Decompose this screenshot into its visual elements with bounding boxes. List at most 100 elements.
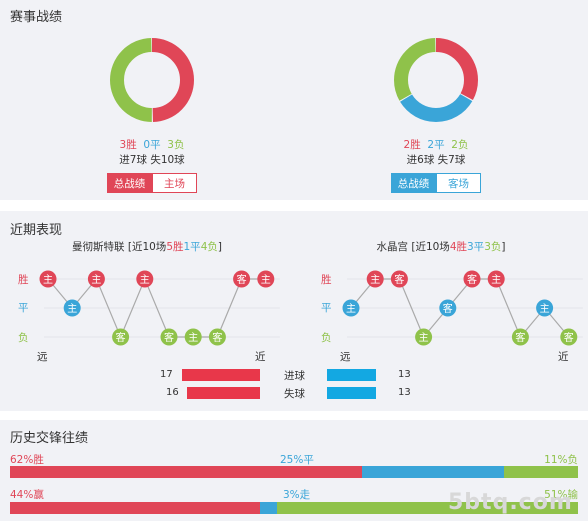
right-loss-count: 2负 [451,139,469,151]
left-goals-for-value: 17 [160,369,173,380]
right-ylabel-win: 胜 [321,274,332,286]
h2h-handicap-bar [10,502,578,514]
left-form-venue-label: 主 [261,274,271,286]
right-record-summary: 2胜 2平 2负 进6球 失7球 [346,138,526,168]
right-form-point [342,299,360,317]
recent-form-panel: 近期表现 曼彻斯特联 [近10场5胜1平4负] 水晶宫 [近10场4胜3平3负]… [0,211,588,411]
left-form-venue-label: 主 [91,274,101,286]
left-team-donut [110,38,194,122]
left-form-point [257,270,275,288]
right-form-point [536,299,554,317]
right-filter-tabs: 总战绩 客场 [391,173,481,193]
h2h-handicap-draw-segment [259,502,277,514]
left-team-form-header: 曼彻斯特联 [近10场5胜1平4负] [72,241,222,253]
left-form-point [184,328,202,346]
right-tab-overall[interactable]: 总战绩 [391,173,436,193]
right-form-venue-label: 主 [540,303,550,315]
left-tab-overall[interactable]: 总战绩 [107,173,152,193]
h2h-handicap-push-pct: 3%走 [283,489,311,501]
left-ylabel-win: 胜 [18,274,29,286]
left-ylabel-draw: 平 [18,302,29,314]
left-goals-against-bar [186,387,260,399]
match-record-panel: 赛事战绩 3胜 0平 3负 进7球 失10球 2胜 2平 2负 进6球 失7球 … [0,0,588,200]
left-goals-summary: 进7球 失10球 [119,154,185,166]
goals-against-label: 失球 [284,388,305,400]
left-donut-loss-segment [110,38,194,122]
watermark-logo: 5btq.com [448,490,573,515]
h2h-handicap-win-pct: 44%赢 [10,489,44,501]
h2h-result-bar [10,466,578,478]
right-ylabel-draw: 平 [321,302,332,314]
section-title-h2h: 历史交锋往绩 [10,431,89,446]
right-goals-for-value: 13 [398,369,411,380]
left-form-venue-label: 主 [43,274,53,286]
left-tab-home[interactable]: 主场 [152,173,197,193]
left-far-label: 远 [37,351,48,363]
left-form-venue-label: 客 [212,331,222,344]
right-form-venue-label: 客 [564,331,574,344]
h2h-result-loss-segment [504,466,578,478]
section-title-record: 赛事战绩 [10,10,63,25]
right-form-point [439,299,457,317]
h2h-win-pct: 62%胜 [10,454,44,466]
right-far-label: 远 [340,351,351,363]
right-donut-draw-segment [394,38,478,122]
right-team-form-header: 水晶宫 [近10场4胜3平3负] [376,241,506,253]
h2h-draw-pct: 25%平 [280,454,314,466]
right-tab-away[interactable]: 客场 [436,173,481,193]
left-form-point [233,270,251,288]
h2h-handicap-win-segment [10,502,260,514]
section-title-recent: 近期表现 [10,223,63,238]
right-win-count: 2胜 [403,139,421,151]
left-record-summary: 3胜 0平 3负 进7球 失10球 [62,138,242,168]
left-near-label: 近 [255,351,266,363]
left-form-venue-label: 客 [237,273,247,286]
left-form-point [63,299,81,317]
right-donut-win-segment [394,38,478,122]
h2h-handicap-loss-pct: 51%输 [544,489,578,501]
head-to-head-panel: 历史交锋往绩 62%胜 25%平 11%负 44%赢 3%走 51%输 [0,420,588,521]
right-goals-against-bar [327,387,376,399]
right-form-point [511,328,529,346]
left-form-venue-label: 主 [67,303,77,315]
left-form-point [136,270,154,288]
h2h-loss-pct: 11%负 [544,454,578,466]
right-form-venue-label: 主 [491,274,501,286]
left-form-venue-label: 主 [140,274,150,286]
right-ylabel-loss: 负 [321,332,332,344]
h2h-result-win-segment [10,466,363,478]
left-form-point [160,328,178,346]
right-form-point [415,328,433,346]
left-form-point [39,270,57,288]
right-form-point [560,328,578,346]
right-team-donut [394,38,478,122]
right-form-point [390,270,408,288]
right-form-line [350,278,570,339]
left-form-point [208,328,226,346]
left-goals-against-value: 16 [166,387,179,398]
right-form-venue-label: 客 [515,331,525,344]
right-form-point [487,270,505,288]
left-loss-count: 3负 [167,139,185,151]
left-draw-count: 0平 [143,139,161,151]
left-filter-tabs: 总战绩 主场 [107,173,197,193]
right-form-venue-label: 主 [370,274,380,286]
left-team-name: 曼彻斯特联 [72,241,125,253]
left-form-venue-label: 客 [116,331,126,344]
left-win-count: 3胜 [119,139,137,151]
right-goals-against-value: 13 [398,387,411,398]
right-goals-summary: 进6球 失7球 [406,154,466,166]
left-ylabel-loss: 负 [18,332,29,344]
left-team-form-chart: 主主主客主客主客客主 [39,270,280,346]
left-form-point [112,328,130,346]
left-form-line [47,277,266,339]
right-draw-count: 2平 [427,139,445,151]
left-goals-for-bar [182,369,260,381]
left-form-venue-label: 客 [164,331,174,344]
right-form-point [463,270,481,288]
h2h-handicap-loss-segment [276,502,578,514]
left-form-venue-label: 主 [188,332,198,344]
right-team-name: 水晶宫 [376,241,409,253]
h2h-result-draw-segment [362,466,505,478]
right-form-venue-label: 客 [467,273,477,286]
